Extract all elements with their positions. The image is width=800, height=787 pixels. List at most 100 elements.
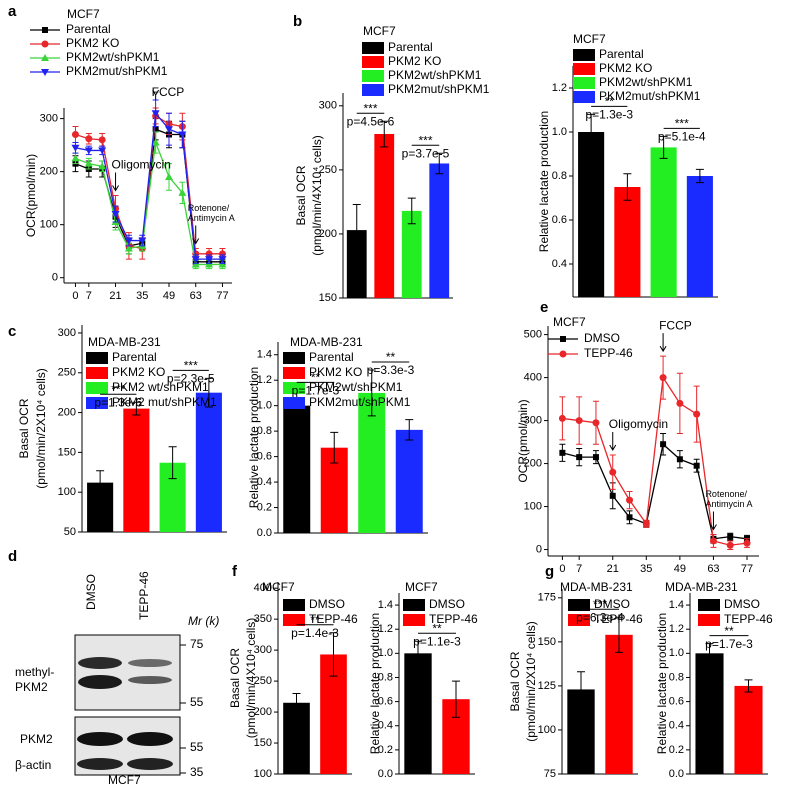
- mw-label: Mr (k): [188, 614, 219, 628]
- error-bar: [380, 120, 389, 148]
- legend-swatch: [86, 352, 108, 364]
- y-tick-label: 75: [544, 768, 556, 780]
- y-tick-label: 1.0: [257, 400, 272, 412]
- legend-swatch: [573, 91, 595, 103]
- error-bar: [695, 168, 704, 184]
- p-value: p=6.3e-4: [576, 610, 624, 624]
- sig-stars: **: [386, 350, 396, 364]
- data-point: [191, 256, 200, 264]
- band: [127, 758, 173, 770]
- chart-title: MDA-MB-231: [88, 335, 161, 349]
- y-tick-label: 1.0: [552, 126, 567, 138]
- data-point: [626, 514, 633, 521]
- x-tick-label: 77: [216, 290, 228, 302]
- data-point: [124, 244, 133, 252]
- bar: [195, 392, 222, 532]
- band: [78, 657, 122, 669]
- y-axis-label: Basal OCR: [294, 165, 308, 225]
- y-tick-label: 150: [58, 446, 76, 458]
- data-point: [178, 131, 187, 139]
- panel-label: g: [545, 563, 554, 580]
- legend-label: Parental: [599, 47, 644, 61]
- data-point: [726, 541, 734, 549]
- data-point: [559, 449, 566, 456]
- bar: [734, 685, 763, 774]
- error-bar: [587, 113, 596, 151]
- legend-marker: [42, 27, 48, 33]
- y-tick-label: 250: [254, 675, 272, 687]
- x-tick-label: 35: [136, 290, 148, 302]
- legend-swatch: [568, 599, 590, 611]
- data-point: [71, 131, 79, 139]
- legend-swatch: [362, 42, 384, 54]
- legend-swatch: [573, 77, 595, 89]
- y-axis-label: OCR(pmol/min): [24, 154, 38, 237]
- legend-label: PKM2mut/shPKM1: [66, 64, 168, 78]
- legend-label: DMSO: [724, 597, 760, 611]
- y-axis-label: (pmol/min/4X10⁴ cells): [244, 618, 258, 739]
- annotation: Rotenone/: [188, 203, 230, 213]
- panel-label: c: [8, 323, 16, 340]
- legend-label: PKM2wt/shPKM1: [599, 75, 693, 89]
- error-bar: [204, 377, 213, 408]
- legend-label: DMSO: [309, 597, 345, 611]
- y-tick-label: 0.4: [257, 476, 272, 488]
- y-tick-label: 0.8: [669, 671, 684, 683]
- legend-label: Parental: [388, 40, 433, 54]
- bar: [614, 187, 641, 297]
- sig-stars: ***: [111, 382, 125, 396]
- injection-arrow: [609, 431, 617, 451]
- error-bar: [367, 369, 376, 417]
- legend-label: PKM2 KO: [112, 365, 165, 379]
- sig-stars: **: [724, 624, 734, 638]
- legend-label: TEPP-46: [584, 346, 633, 360]
- error-bar: [168, 446, 177, 480]
- lane-label: TEPP-46: [137, 571, 151, 620]
- data-point: [575, 417, 583, 425]
- y-tick-label: 0: [536, 543, 542, 555]
- p-value: p=5.1e-4: [658, 130, 706, 144]
- y-axis-label: Basal OCR: [508, 651, 522, 711]
- sig-stars: ***: [593, 597, 607, 611]
- y-tick-label: 0.0: [257, 527, 272, 539]
- data-point: [676, 456, 683, 463]
- band: [128, 659, 172, 667]
- y-tick-label: 400: [524, 371, 542, 383]
- injection-arrow: [659, 333, 667, 353]
- y-axis-label: Basal OCR: [17, 398, 31, 458]
- y-axis-label: (pmol/min/2X10⁴ cells): [524, 621, 538, 742]
- sig-stars: **: [310, 613, 320, 627]
- y-tick-label: 0.8: [552, 170, 567, 182]
- data-point: [660, 441, 667, 448]
- error-bar: [414, 640, 422, 666]
- bar: [346, 230, 367, 298]
- injection-arrow: [152, 89, 160, 100]
- error-bar: [435, 152, 444, 175]
- data-point: [85, 135, 93, 143]
- chart-title: MDA-MB-231: [290, 335, 363, 349]
- sig-stars: ***: [363, 101, 377, 115]
- blot-label: methyl-: [15, 665, 54, 679]
- bar: [401, 210, 422, 298]
- y-tick-label: 0.0: [378, 768, 393, 780]
- y-tick-label: 100: [58, 486, 76, 498]
- y-tick-label: 200: [58, 406, 76, 418]
- y-tick-label: 500: [524, 329, 542, 341]
- series-line: [75, 114, 223, 255]
- annotation: Oligomycin: [609, 417, 668, 431]
- bar: [429, 163, 450, 298]
- panel-label: d: [8, 548, 17, 565]
- data-point: [218, 256, 227, 264]
- y-axis-label: Relative lactate production: [537, 111, 551, 252]
- bar: [650, 147, 677, 297]
- legend-marker: [41, 69, 49, 76]
- y-tick-label: 0.2: [669, 744, 684, 756]
- y-tick-label: 0.2: [378, 744, 393, 756]
- y-axis-label: (pmol/min/4X10⁴ cells): [310, 135, 324, 256]
- legend-swatch: [283, 382, 305, 394]
- legend-label: PKM2mut/shPKM1: [599, 89, 701, 103]
- y-tick-label: 0.6: [669, 696, 684, 708]
- legend-label: PKM2mut/shPKM1: [309, 395, 411, 409]
- x-tick-label: 0: [559, 563, 565, 575]
- legend-swatch: [86, 397, 108, 409]
